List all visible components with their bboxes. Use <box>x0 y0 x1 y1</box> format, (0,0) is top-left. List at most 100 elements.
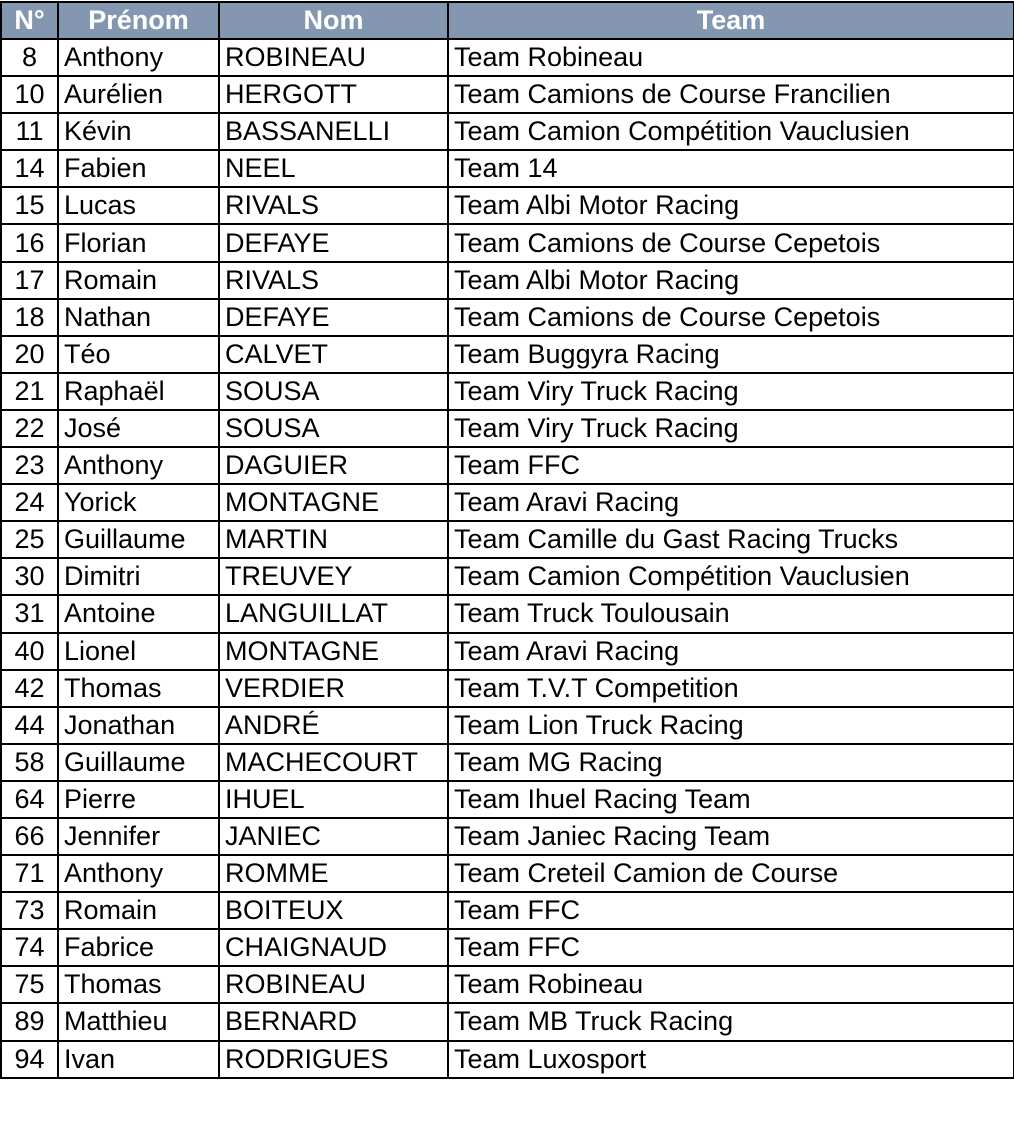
cell-number: 40 <box>0 631 59 671</box>
cell-last-name: DEFAYE <box>218 297 449 337</box>
table-body: 8 Anthony ROBINEAU Team Robineau 10 Aurélien H… <box>0 37 1014 1079</box>
cell-last-name: RIVALS <box>218 260 449 300</box>
cell-number: 71 <box>0 854 59 894</box>
cell-first-name: Jennifer <box>57 816 220 857</box>
cell-last-name: BOITEUX <box>218 891 449 931</box>
table-row: 74 Fabrice CHAIGNAUD Team FFC <box>0 928 1014 968</box>
table-row: 23 Anthony DAGUIER Team FFC <box>0 446 1014 486</box>
cell-number: 8 <box>0 37 59 78</box>
cell-last-name: DEFAYE <box>218 223 449 263</box>
cell-first-name: Téo <box>57 334 220 374</box>
table-row: 89 Matthieu BERNARD Team MB Truck Racing <box>0 1002 1014 1042</box>
table-row: 44 Jonathan ANDRÉ Team Lion Truck Racing <box>0 705 1014 745</box>
cell-first-name: Guillaume <box>57 520 220 560</box>
cell-team: Team Albi Motor Racing <box>447 260 1014 300</box>
table-row: 16 Florian DEFAYE Team Camions de Course Ce… <box>0 223 1014 263</box>
cell-last-name: HERGOTT <box>218 75 449 115</box>
cell-team: Team Ihuel Racing Team <box>447 779 1014 819</box>
table-row: 20 Téo CALVET Team Buggyra Racing <box>0 334 1014 374</box>
cell-first-name: Jonathan <box>57 705 220 745</box>
cell-number: 16 <box>0 223 59 263</box>
cell-first-name: Fabien <box>57 149 220 189</box>
cell-first-name: Matthieu <box>57 1002 220 1042</box>
cell-last-name: BERNARD <box>218 1002 449 1042</box>
table-row: 73 Romain BOITEUX Team FFC <box>0 891 1014 931</box>
cell-last-name: ROBINEAU <box>218 37 449 78</box>
cell-number: 94 <box>0 1039 59 1079</box>
cell-first-name: Lionel <box>57 631 220 671</box>
cell-number: 89 <box>0 1002 59 1042</box>
table-row: 22 José SOUSA Team Viry Truck Racing <box>0 408 1014 449</box>
cell-number: 42 <box>0 668 59 708</box>
cell-number: 21 <box>0 371 59 411</box>
cell-team: Team Albi Motor Racing <box>447 186 1014 226</box>
cell-team: Team Camion Compétition Vauclusien <box>447 112 1014 152</box>
cell-last-name: RIVALS <box>218 186 449 226</box>
table-row: 8 Anthony ROBINEAU Team Robineau <box>0 37 1014 78</box>
cell-first-name: Florian <box>57 223 220 263</box>
table-row: 15 Lucas RIVALS Team Albi Motor Racing <box>0 186 1014 226</box>
table-row: 18 Nathan DEFAYE Team Camions de Course Cep… <box>0 297 1014 337</box>
cell-last-name: SOUSA <box>218 371 449 411</box>
cell-number: 15 <box>0 186 59 226</box>
cell-team: Team 14 <box>447 149 1014 189</box>
cell-team: Team Camions de Course Francilien <box>447 75 1014 115</box>
drivers-table: N° Prénom Nom Team 8 Anthony ROBINEAU Team … <box>0 1 1014 1079</box>
cell-first-name: Fabrice <box>57 928 220 968</box>
header-number: N° <box>0 1 59 40</box>
cell-team: Team MB Truck Racing <box>447 1002 1014 1042</box>
cell-team: Team Camions de Course Cepetois <box>447 297 1014 337</box>
header-first-name: Prénom <box>57 1 220 40</box>
table-row: 64 Pierre IHUEL Team Ihuel Racing Team <box>0 779 1014 819</box>
cell-last-name: TREUVEY <box>218 557 449 597</box>
cell-number: 31 <box>0 594 59 634</box>
cell-first-name: Thomas <box>57 965 220 1005</box>
cell-number: 22 <box>0 408 59 449</box>
cell-number: 24 <box>0 483 59 523</box>
cell-team: Team Robineau <box>447 37 1014 78</box>
cell-number: 73 <box>0 891 59 931</box>
cell-number: 10 <box>0 75 59 115</box>
cell-number: 17 <box>0 260 59 300</box>
cell-number: 23 <box>0 446 59 486</box>
cell-last-name: ROMME <box>218 854 449 894</box>
cell-team: Team Camille du Gast Racing Trucks <box>447 520 1014 560</box>
cell-last-name: NEEL <box>218 149 449 189</box>
cell-team: Team Camion Compétition Vauclusien <box>447 557 1014 597</box>
cell-number: 18 <box>0 297 59 337</box>
cell-last-name: JANIEC <box>218 816 449 857</box>
cell-team: Team Janiec Racing Team <box>447 816 1014 857</box>
cell-first-name: Dimitri <box>57 557 220 597</box>
cell-first-name: Romain <box>57 260 220 300</box>
cell-last-name: BASSANELLI <box>218 112 449 152</box>
table-row: 42 Thomas VERDIER Team T.V.T Competition <box>0 668 1014 708</box>
table-row: 31 Antoine LANGUILLAT Team Truck Toulousain <box>0 594 1014 634</box>
cell-first-name: Kévin <box>57 112 220 152</box>
header-last-name: Nom <box>218 1 449 40</box>
cell-last-name: ROBINEAU <box>218 965 449 1005</box>
cell-first-name: Ivan <box>57 1039 220 1079</box>
cell-team: Team Viry Truck Racing <box>447 371 1014 411</box>
table-row: 14 Fabien NEEL Team 14 <box>0 149 1014 189</box>
cell-team: Team Aravi Racing <box>447 483 1014 523</box>
cell-number: 14 <box>0 149 59 189</box>
cell-first-name: Anthony <box>57 854 220 894</box>
cell-first-name: Lucas <box>57 186 220 226</box>
table-row: 30 Dimitri TREUVEY Team Camion Compétition … <box>0 557 1014 597</box>
table-row: 75 Thomas ROBINEAU Team Robineau <box>0 965 1014 1005</box>
cell-first-name: Yorick <box>57 483 220 523</box>
table-row: 11 Kévin BASSANELLI Team Camion Compétition… <box>0 112 1014 152</box>
cell-first-name: Raphaël <box>57 371 220 411</box>
cell-first-name: Anthony <box>57 446 220 486</box>
table-row: 21 Raphaël SOUSA Team Viry Truck Racing <box>0 371 1014 411</box>
cell-last-name: ANDRÉ <box>218 705 449 745</box>
table-row: 24 Yorick MONTAGNE Team Aravi Racing <box>0 483 1014 523</box>
cell-last-name: MONTAGNE <box>218 631 449 671</box>
cell-team: Team Camions de Course Cepetois <box>447 223 1014 263</box>
header-row: N° Prénom Nom Team <box>0 1 1014 40</box>
cell-last-name: SOUSA <box>218 408 449 449</box>
cell-number: 11 <box>0 112 59 152</box>
cell-team: Team Creteil Camion de Course <box>447 854 1014 894</box>
cell-team: Team T.V.T Competition <box>447 668 1014 708</box>
cell-last-name: MACHECOURT <box>218 742 449 782</box>
